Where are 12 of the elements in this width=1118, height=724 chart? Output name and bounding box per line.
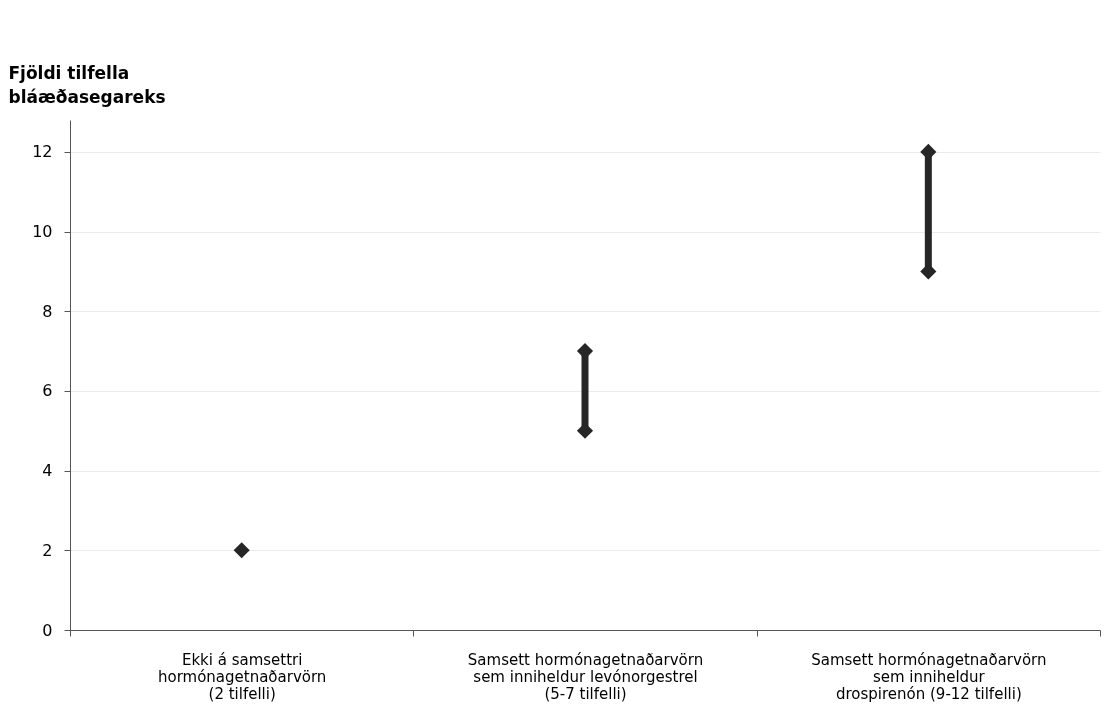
point	[233, 542, 250, 559]
y-tick-label: 4	[42, 461, 53, 481]
y-tick-label: 10	[32, 222, 53, 242]
y-tick-label: 6	[42, 381, 53, 401]
y-axis-title: Fjöldi tilfella bláæðasegareks	[8, 62, 166, 107]
y-tick-label: 8	[42, 301, 53, 321]
x-tick-label: Samsett hormónagetnaðarvörn sem inniheldur drospirenón (9-12 tilfelli)	[811, 650, 1047, 703]
x-tick-label: Ekki á samsettri hormónagetnaðarvörn (2 tilfelli)	[157, 650, 327, 703]
y-tick-label: 2	[42, 540, 53, 560]
y-tick-label: 0	[42, 620, 53, 640]
x-tick-label: Samsett hormónagetnaðarvörn sem inniheldur levónorgestrel (5-7 tilfelli)	[467, 650, 704, 703]
y-tick-label: 12	[32, 142, 53, 162]
